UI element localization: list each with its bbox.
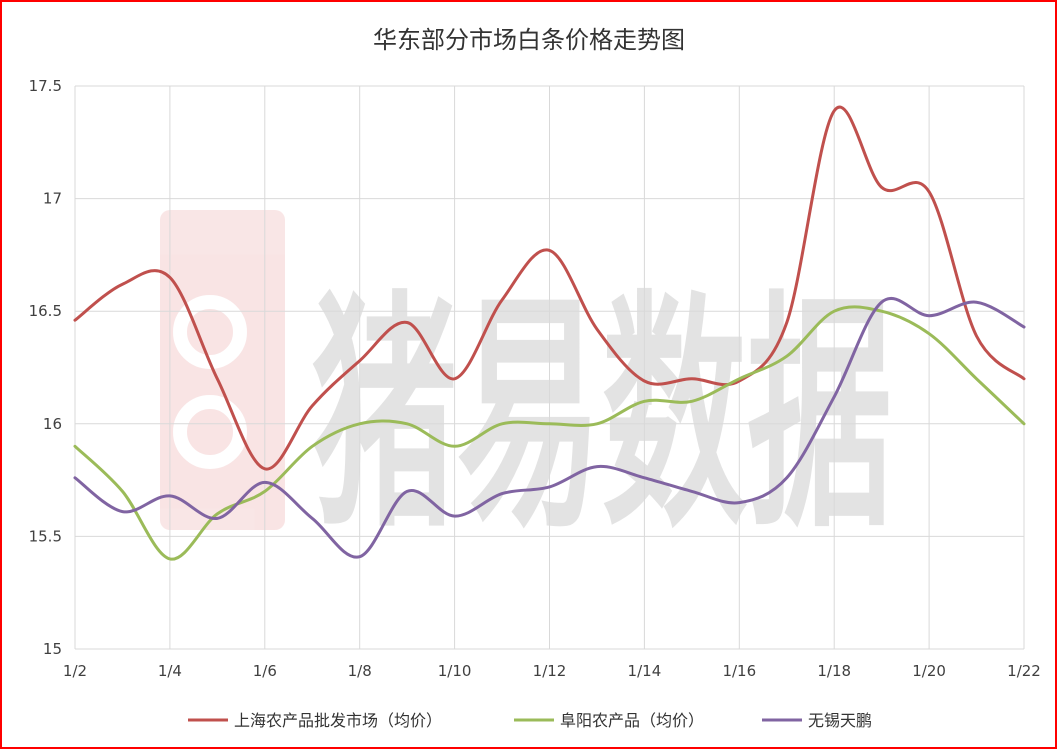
y-tick-label: 15 — [43, 640, 62, 658]
x-tick-label: 1/12 — [533, 662, 567, 680]
y-tick-label: 16.5 — [29, 302, 62, 320]
y-tick-label: 15.5 — [29, 527, 62, 545]
x-tick-label: 1/20 — [912, 662, 946, 680]
x-tick-label: 1/16 — [722, 662, 756, 680]
legend-label: 无锡天鹏 — [808, 711, 872, 730]
y-axis: 17.5 17 16.5 16 15.5 15 — [29, 77, 62, 658]
x-tick-label: 1/4 — [158, 662, 182, 680]
x-tick-label: 1/14 — [628, 662, 662, 680]
x-tick-label: 1/22 — [1007, 662, 1041, 680]
watermark: 猪易数据 — [160, 210, 892, 561]
y-tick-label: 17 — [43, 190, 62, 208]
y-tick-label: 17.5 — [29, 77, 62, 95]
series-line-1 — [73, 305, 1026, 561]
series-lines — [73, 105, 1026, 561]
x-tick-label: 1/6 — [253, 662, 277, 680]
chart-title: 华东部分市场白条价格走势图 — [373, 26, 685, 54]
legend-label: 上海农产品批发市场（均价） — [234, 711, 442, 730]
watermark-logo — [160, 210, 285, 530]
x-tick-label: 1/18 — [817, 662, 851, 680]
x-tick-label: 1/8 — [348, 662, 372, 680]
series-line-2 — [73, 296, 1026, 559]
legend-label: 阜阳农产品（均价） — [560, 711, 704, 730]
y-tick-label: 16 — [43, 415, 62, 433]
legend: 上海农产品批发市场（均价） 阜阳农产品（均价） 无锡天鹏 — [188, 711, 872, 730]
legend-item-2: 无锡天鹏 — [762, 711, 872, 730]
grid — [74, 85, 1025, 650]
x-tick-label: 1/10 — [438, 662, 472, 680]
x-tick-label: 1/2 — [63, 662, 87, 680]
series-line-0 — [73, 105, 1026, 471]
legend-item-1: 阜阳农产品（均价） — [514, 711, 704, 730]
watermark-text: 猪易数据 — [312, 270, 892, 561]
legend-item-0: 上海农产品批发市场（均价） — [188, 711, 442, 730]
x-axis: 1/2 1/4 1/6 1/8 1/10 1/12 1/14 1/16 1/18 1/20 1/22 — [63, 662, 1041, 680]
